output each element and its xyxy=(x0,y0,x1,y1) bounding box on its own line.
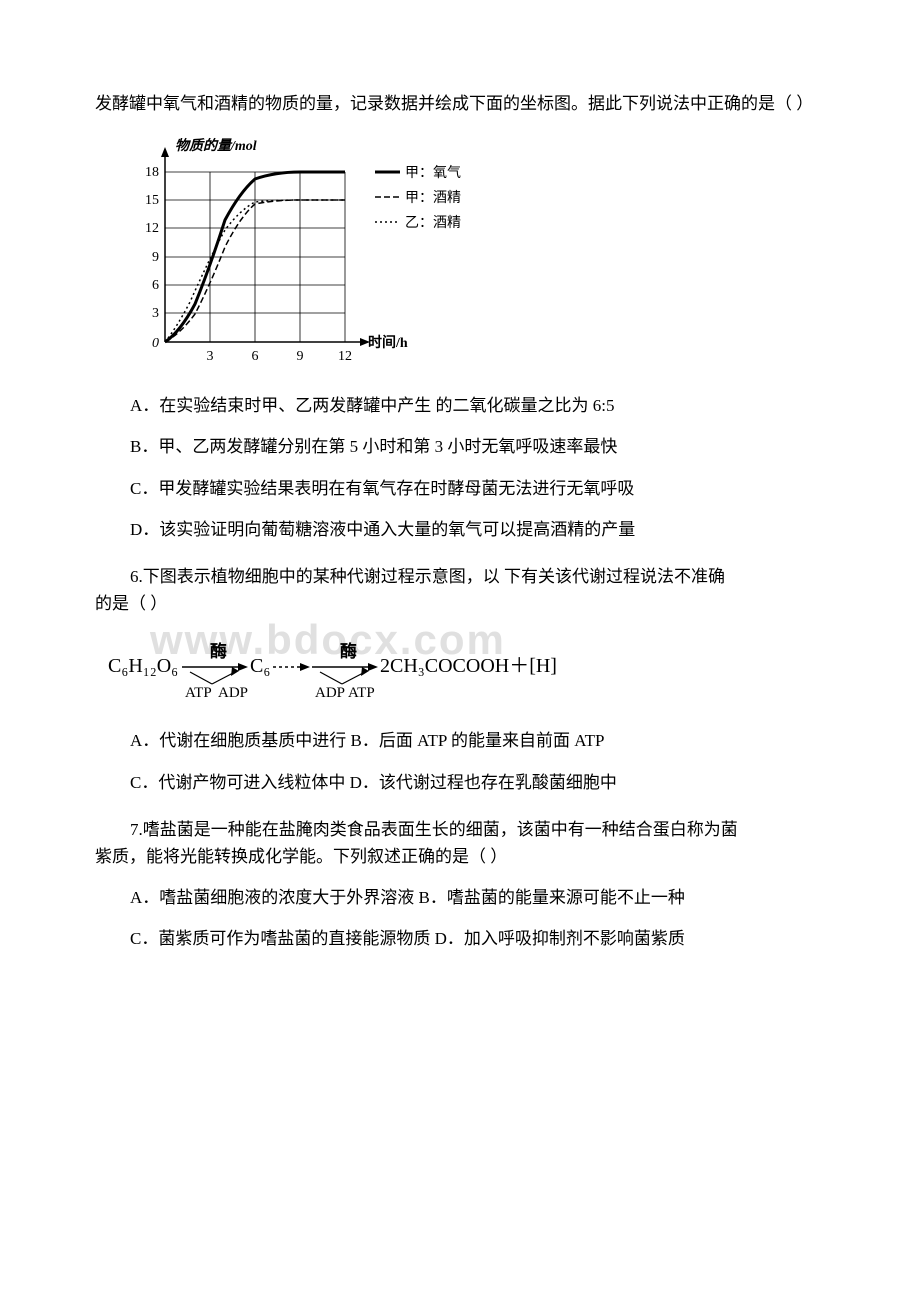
svg-text:C₆H₁₂O₆: C₆H₁₂O₆ xyxy=(108,655,178,677)
svg-text:15: 15 xyxy=(145,193,159,208)
q6-option-ab: A．代谢在细胞质基质中进行 B．后面 ATP 的能量来自前面 ATP xyxy=(130,727,825,754)
svg-text:9: 9 xyxy=(152,250,159,265)
q6-formula: C₆H₁₂O₆ 酶 ATP ADP C₆ 酶 ADP ATP 2CH₃COCOO… xyxy=(105,632,825,707)
q7-option-ab: A．嗜盐菌细胞液的浓度大于外界溶液 B．嗜盐菌的能量来源可能不止一种 xyxy=(130,884,825,911)
svg-text:12: 12 xyxy=(338,349,352,364)
svg-text:0: 0 xyxy=(152,336,159,351)
q5-option-b: B．甲、乙两发酵罐分别在第 5 小时和第 3 小时无氧呼吸速率最快 xyxy=(130,433,825,460)
q5-option-c: C．甲发酵罐实验结果表明在有氧气存在时酵母菌无法进行无氧呼吸 xyxy=(130,475,825,502)
q7-option-cd: C．菌紫质可作为嗜盐菌的直接能源物质 D．加入呼吸抑制剂不影响菌紫质 xyxy=(130,925,825,952)
q5-option-a: A．在实验结束时甲、乙两发酵罐中产生 的二氧化碳量之比为 6:5 xyxy=(130,392,825,419)
svg-text:ATP: ATP xyxy=(348,685,375,701)
q6-option-cd: C．代谢产物可进入线粒体中 D．该代谢过程也存在乳酸菌细胞中 xyxy=(130,769,825,796)
q5-option-d: D．该实验证明向葡萄糖溶液中通入大量的氧气可以提高酒精的产量 xyxy=(130,516,825,543)
svg-text:甲：酒精: 甲：酒精 xyxy=(405,190,461,206)
svg-text:ADP: ADP xyxy=(315,685,345,701)
svg-text:酶: 酶 xyxy=(210,641,227,661)
svg-text:3: 3 xyxy=(152,306,159,321)
q5-chart: 物质的量/mol 18 15 12 9 6 xyxy=(125,137,465,377)
x-axis-label: 时间/h xyxy=(368,334,408,351)
svg-text:C₆: C₆ xyxy=(250,655,270,677)
y-axis-label: 物质的量/mol xyxy=(175,137,257,154)
q6-intro: 6.下图表示植物细胞中的某种代谢过程示意图，以 下有关该代谢过程说法不准确 的是… xyxy=(95,563,825,617)
svg-text:6: 6 xyxy=(152,278,159,293)
svg-text:乙：酒精: 乙：酒精 xyxy=(405,215,461,231)
q7-intro: 7.嗜盐菌是一种能在盐腌肉类食品表面生长的细菌，该菌中有一种结合蛋白称为菌 紫质… xyxy=(95,816,825,870)
svg-text:酶: 酶 xyxy=(340,641,357,661)
legend: 甲：氧气 甲：酒精 乙：酒精 xyxy=(375,165,461,231)
q5-intro: 发酵罐中氧气和酒精的物质的量，记录数据并绘成下面的坐标图。据此下列说法中正确的是… xyxy=(95,90,825,117)
svg-text:6: 6 xyxy=(252,349,259,364)
svg-text:甲：氧气: 甲：氧气 xyxy=(405,165,461,181)
svg-text:ADP: ADP xyxy=(218,685,248,701)
svg-text:3: 3 xyxy=(207,349,214,364)
svg-text:2CH₃COCOOH＋[H]: 2CH₃COCOOH＋[H] xyxy=(380,655,557,677)
svg-text:12: 12 xyxy=(145,221,159,236)
svg-text:9: 9 xyxy=(297,349,304,364)
svg-text:18: 18 xyxy=(145,165,159,180)
svg-text:ATP: ATP xyxy=(185,685,212,701)
